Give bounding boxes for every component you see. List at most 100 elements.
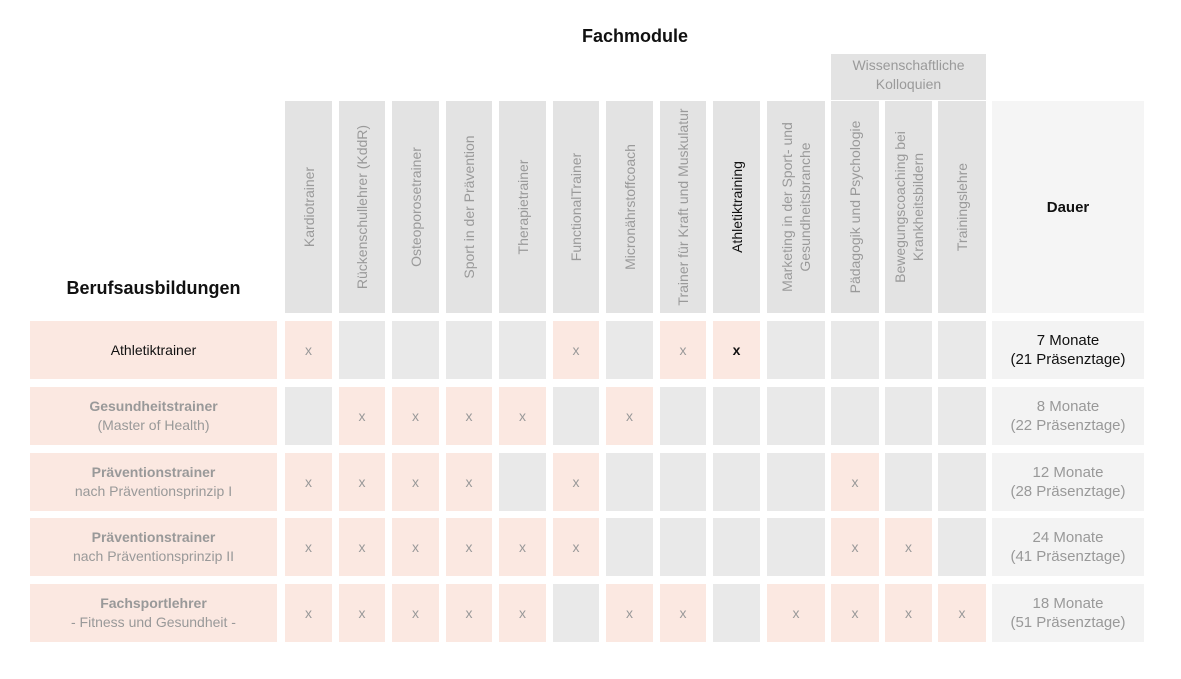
empty-cell <box>339 321 385 379</box>
empty-cell <box>767 518 825 576</box>
column-header: Micronährstoffcoach <box>606 101 653 313</box>
module-mark: x <box>885 584 932 642</box>
column-header-label: FunctionalTrainer <box>568 152 584 262</box>
column-header-label: Kardiotrainer <box>300 166 317 248</box>
duration-months: 24 Monate <box>1032 529 1104 546</box>
row-label-title: Präventionstrainer <box>91 529 216 545</box>
empty-cell <box>499 321 546 379</box>
empty-cell <box>713 453 760 511</box>
empty-cell <box>938 387 986 445</box>
module-mark: x <box>499 387 546 445</box>
module-mark: x <box>831 584 879 642</box>
row-header: Berufsausbildungen <box>66 278 241 298</box>
module-mark: x <box>285 584 332 642</box>
module-mark: x <box>339 518 385 576</box>
empty-cell <box>713 584 760 642</box>
page-title: Fachmodule <box>581 26 688 46</box>
module-mark: x <box>606 584 653 642</box>
column-header-label: Bewegungscoaching bei Krankheitsbildern <box>891 131 926 283</box>
empty-cell <box>446 321 492 379</box>
module-mark: x <box>660 584 706 642</box>
column-header-label: Athletiktraining <box>728 161 745 253</box>
module-mark: x <box>392 584 439 642</box>
duration-days: (22 Präsenztage) <box>1010 417 1126 434</box>
column-header-label: Rückenschullehrer (KddR) <box>354 124 370 290</box>
column-header-label: Therapietrainer <box>514 159 531 255</box>
empty-cell <box>713 518 760 576</box>
module-mark: x <box>553 518 599 576</box>
module-mark: x <box>499 584 546 642</box>
row-label: Fachsportlehrer - Fitness und Gesundheit … <box>30 584 277 642</box>
row-label-subtitle: nach Präventionsprinzip I <box>74 483 233 499</box>
module-mark: x <box>392 518 439 576</box>
column-header: FunctionalTrainer <box>553 101 599 313</box>
duration-cell: 7 Monate (21 Präsenztage) <box>992 321 1144 379</box>
row-label: Präventionstrainer nach Präventionsprinzi… <box>30 453 277 511</box>
module-mark: x <box>885 518 932 576</box>
column-header: Osteoporosetrainer <box>392 101 439 313</box>
module-mark: x <box>339 387 385 445</box>
empty-cell <box>938 453 986 511</box>
empty-cell <box>713 387 760 445</box>
empty-cell <box>606 453 653 511</box>
row-label: Athletiktrainer <box>30 321 277 379</box>
duration-cell: 24 Monate (41 Präsenztage) <box>992 518 1144 576</box>
row-label: Präventionstrainer nach Präventionsprinzi… <box>30 518 277 576</box>
empty-cell <box>285 387 332 445</box>
empty-cell <box>606 321 653 379</box>
column-header: Sport in der Prävention <box>446 101 492 313</box>
column-header-label: Sport in der Prävention <box>461 135 477 279</box>
row-label: Gesundheitstrainer (Master of Health) <box>30 387 277 445</box>
group-header-line2: Kolloquien <box>875 76 942 92</box>
empty-cell <box>885 387 932 445</box>
row-label-title: Präventionstrainer <box>91 464 216 480</box>
duration-months: 12 Monate <box>1032 464 1104 481</box>
column-header-label: Micronährstoffcoach <box>621 144 638 270</box>
empty-cell <box>938 518 986 576</box>
module-mark: x <box>285 453 332 511</box>
empty-cell <box>767 453 825 511</box>
module-mark: x <box>660 321 706 379</box>
column-header: Trainer für Kraft und Muskulatur <box>660 101 706 313</box>
duration-days: (21 Präsenztage) <box>1010 351 1126 368</box>
duration-months: 18 Monate <box>1032 595 1104 612</box>
module-mark: x <box>767 584 825 642</box>
module-mark: x <box>938 584 986 642</box>
row-label-subtitle: (Master of Health) <box>97 417 210 433</box>
empty-cell <box>392 321 439 379</box>
module-mark: x <box>446 518 492 576</box>
empty-cell <box>499 453 546 511</box>
column-header-label: Marketing in der Sport- und Gesundheitsb… <box>779 122 813 292</box>
module-mark: x <box>285 518 332 576</box>
row-label-subtitle: - Fitness und Gesundheit - <box>71 614 236 630</box>
column-header: Trainingslehre <box>938 101 986 313</box>
empty-cell <box>831 387 879 445</box>
module-mark: x <box>606 387 653 445</box>
row-label-title: Fachsportlehrer <box>100 595 207 611</box>
column-header-label: Osteoporosetrainer <box>407 147 424 267</box>
duration-days: (51 Präsenztage) <box>1010 614 1126 631</box>
column-header: Bewegungscoaching bei Krankheitsbildern <box>885 101 932 313</box>
duration-days: (28 Präsenztage) <box>1010 483 1126 500</box>
empty-cell <box>606 518 653 576</box>
empty-cell <box>660 453 706 511</box>
group-header-wissenschaftliche-kolloquien: Wissenschaftliche Kolloquien <box>831 54 986 100</box>
group-header-line1: Wissenschaftliche <box>852 57 965 73</box>
module-mark: x <box>553 453 599 511</box>
empty-cell <box>660 387 706 445</box>
duration-days: (41 Präsenztage) <box>1010 548 1126 565</box>
module-mark: x <box>392 453 439 511</box>
empty-cell <box>767 387 825 445</box>
empty-cell <box>885 453 932 511</box>
empty-cell <box>553 387 599 445</box>
duration-header: Dauer <box>992 101 1144 313</box>
column-header-label: Trainer für Kraft und Muskulatur <box>675 108 691 306</box>
module-mark: x <box>553 321 599 379</box>
empty-cell <box>553 584 599 642</box>
column-header: Rückenschullehrer (KddR) <box>339 101 385 313</box>
row-label-title: Gesundheitstrainer <box>89 398 218 414</box>
duration-cell: 12 Monate (28 Präsenztage) <box>992 453 1144 511</box>
module-mark: x <box>392 387 439 445</box>
empty-cell <box>660 518 706 576</box>
duration-months: 8 Monate <box>1036 398 1100 415</box>
